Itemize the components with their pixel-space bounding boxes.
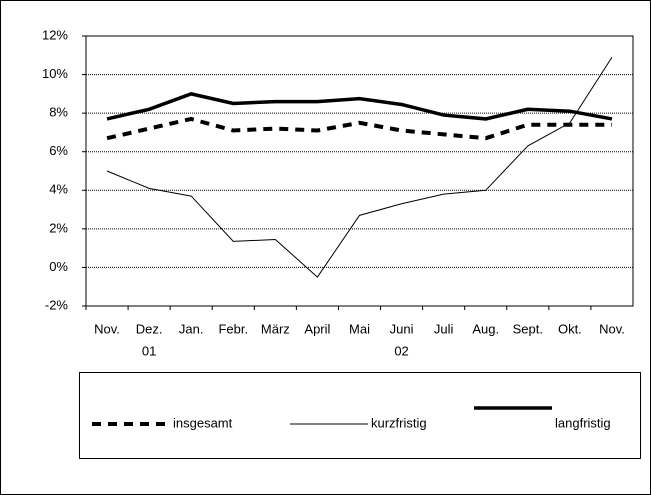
x-tick-label: Aug.: [472, 321, 499, 336]
x-tick-label: Nov.: [599, 321, 625, 336]
legend-label: kurzfristig: [371, 415, 427, 430]
x-tick-label: Okt.: [558, 321, 582, 336]
series-line: [106, 116, 612, 141]
y-tick-label: 8%: [49, 105, 68, 120]
y-tick-label: 6%: [49, 143, 68, 158]
y-tick-label: 4%: [49, 182, 68, 197]
y-tick-label: 0%: [49, 259, 68, 274]
series-line: [106, 92, 613, 121]
x-tick-label: Dez.: [136, 321, 163, 336]
legend-label: langfristig: [555, 415, 611, 430]
x-tick-sublabel: 01: [142, 343, 156, 358]
series-line: [106, 56, 613, 278]
x-tick-label: Juni: [390, 321, 414, 336]
legend-box: [79, 372, 641, 459]
plot-area: [85, 35, 634, 307]
y-tick-label: 12%: [42, 27, 68, 42]
x-tick-label: Sept.: [513, 321, 543, 336]
x-tick-label: Nov.: [94, 321, 120, 336]
x-tick-label: März: [261, 321, 290, 336]
legend-label: insgesamt: [173, 415, 233, 430]
y-tick-label: 2%: [49, 220, 68, 235]
y-tick-label: 10%: [42, 66, 68, 81]
x-tick-label: Juli: [434, 321, 454, 336]
x-tick-label: Febr.: [218, 321, 248, 336]
x-tick-label: Jan.: [179, 321, 204, 336]
x-tick-label: Mai: [349, 321, 370, 336]
x-tick-label: April: [304, 321, 330, 336]
y-tick-label: -2%: [45, 297, 69, 312]
x-tick-sublabel: 02: [394, 343, 408, 358]
